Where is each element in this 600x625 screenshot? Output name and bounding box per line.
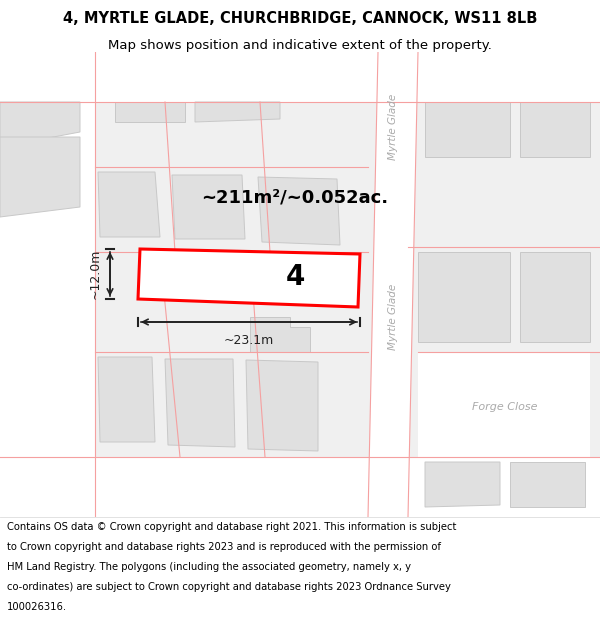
Polygon shape <box>0 52 95 517</box>
Polygon shape <box>195 102 280 122</box>
Polygon shape <box>98 357 155 442</box>
Text: Myrtle Glade: Myrtle Glade <box>388 94 398 160</box>
Polygon shape <box>425 462 500 507</box>
Text: ~23.1m: ~23.1m <box>224 334 274 347</box>
Polygon shape <box>425 102 510 157</box>
Polygon shape <box>258 177 340 245</box>
Polygon shape <box>418 252 510 342</box>
Text: co-ordinates) are subject to Crown copyright and database rights 2023 Ordnance S: co-ordinates) are subject to Crown copyr… <box>7 582 451 592</box>
Polygon shape <box>115 102 185 122</box>
Polygon shape <box>520 102 590 157</box>
Text: 4: 4 <box>286 263 305 291</box>
Text: Forge Close: Forge Close <box>472 402 538 412</box>
Polygon shape <box>520 252 590 342</box>
Polygon shape <box>205 257 350 301</box>
Text: Contains OS data © Crown copyright and database right 2021. This information is : Contains OS data © Crown copyright and d… <box>7 522 457 532</box>
Text: ~12.0m: ~12.0m <box>89 249 102 299</box>
Polygon shape <box>0 52 600 102</box>
Polygon shape <box>418 352 590 457</box>
Text: Map shows position and indicative extent of the property.: Map shows position and indicative extent… <box>108 39 492 52</box>
Polygon shape <box>0 457 600 517</box>
Text: to Crown copyright and database rights 2023 and is reproduced with the permissio: to Crown copyright and database rights 2… <box>7 542 441 552</box>
Text: 4, MYRTLE GLADE, CHURCHBRIDGE, CANNOCK, WS11 8LB: 4, MYRTLE GLADE, CHURCHBRIDGE, CANNOCK, … <box>63 11 537 26</box>
Polygon shape <box>0 137 80 217</box>
Polygon shape <box>250 317 310 352</box>
Polygon shape <box>165 359 235 447</box>
Polygon shape <box>510 462 585 507</box>
Polygon shape <box>138 249 360 307</box>
Polygon shape <box>246 360 318 451</box>
Polygon shape <box>368 52 418 517</box>
Text: 100026316.: 100026316. <box>7 602 67 612</box>
Text: HM Land Registry. The polygons (including the associated geometry, namely x, y: HM Land Registry. The polygons (includin… <box>7 562 411 572</box>
Polygon shape <box>98 172 160 237</box>
Polygon shape <box>0 52 600 517</box>
Polygon shape <box>172 175 245 239</box>
Text: Myrtle Glade: Myrtle Glade <box>388 284 398 350</box>
Text: ~211m²/~0.052ac.: ~211m²/~0.052ac. <box>202 188 389 206</box>
Polygon shape <box>0 102 80 147</box>
